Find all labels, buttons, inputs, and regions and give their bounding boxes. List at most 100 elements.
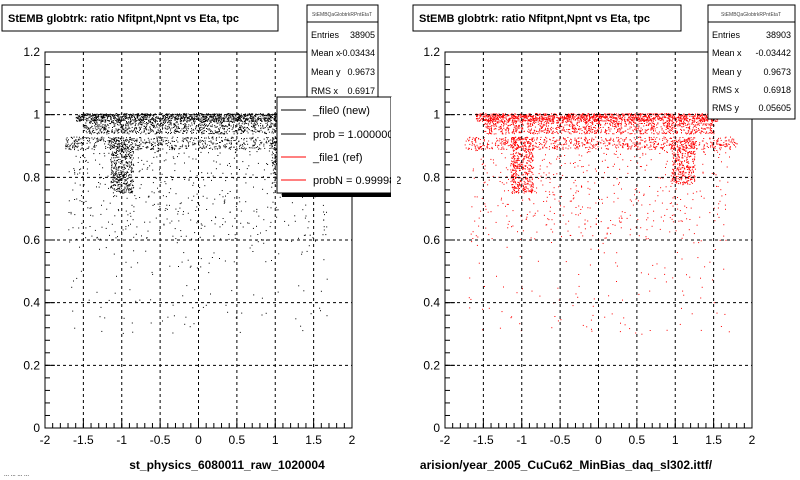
data-point [110, 140, 112, 142]
data-point [291, 202, 293, 204]
data-point [164, 120, 166, 121]
data-point [244, 144, 246, 145]
data-point [228, 123, 230, 125]
data-point [123, 119, 125, 121]
data-point [169, 116, 170, 118]
data-point [302, 330, 304, 332]
data-point [269, 148, 271, 149]
data-point [179, 128, 180, 129]
data-point [130, 171, 132, 173]
data-point [124, 187, 126, 189]
data-point [257, 146, 258, 148]
left-stats-value-1: -0.03434 [339, 48, 375, 58]
data-point [260, 113, 262, 115]
data-point [143, 116, 145, 118]
data-point [116, 119, 117, 121]
data-point [128, 121, 129, 123]
data-point [111, 171, 113, 173]
data-point [223, 128, 225, 130]
data-point [85, 160, 87, 162]
data-point [524, 117, 526, 119]
data-point [263, 118, 265, 120]
data-point [89, 113, 91, 115]
data-point [229, 191, 231, 192]
data-point [178, 118, 180, 120]
data-point [139, 129, 140, 131]
data-point [235, 116, 237, 118]
data-point [241, 123, 243, 125]
data-point [101, 330, 103, 332]
data-point [245, 201, 247, 203]
data-point [215, 117, 217, 119]
data-point [122, 160, 124, 162]
data-point [132, 171, 134, 173]
data-point [212, 113, 214, 115]
data-point [114, 138, 116, 140]
data-point [130, 192, 132, 193]
data-point [113, 122, 115, 124]
data-point [169, 222, 171, 224]
data-point [114, 184, 116, 186]
data-point [125, 144, 127, 146]
data-point [96, 114, 98, 116]
data-point [68, 200, 70, 202]
data-point [647, 118, 649, 120]
data-point [120, 178, 122, 180]
data-point [239, 128, 241, 130]
data-point [251, 122, 252, 124]
data-point [149, 126, 151, 128]
data-point [244, 130, 245, 132]
data-point [179, 146, 181, 148]
data-point [312, 237, 314, 239]
data-point [93, 149, 95, 151]
data-point [231, 136, 233, 138]
data-point [699, 117, 701, 119]
data-point [138, 120, 140, 121]
data-point [168, 127, 170, 129]
data-point [273, 141, 275, 143]
data-point [224, 144, 226, 146]
data-point [259, 116, 261, 118]
data-point [633, 118, 635, 120]
data-point [257, 234, 259, 235]
data-point [239, 148, 241, 150]
data-point [125, 130, 127, 132]
data-point [186, 118, 188, 120]
data-point [700, 116, 702, 117]
data-point [105, 227, 107, 229]
data-point [272, 157, 273, 159]
data-point [131, 167, 133, 169]
data-point [165, 117, 167, 119]
data-point [184, 116, 186, 118]
data-point [162, 120, 164, 122]
data-point [155, 177, 157, 179]
data-point [133, 206, 135, 208]
data-point [115, 160, 117, 162]
data-point [305, 215, 307, 217]
data-point [668, 117, 670, 119]
data-point [80, 156, 81, 158]
data-point [176, 118, 178, 119]
data-point [130, 120, 132, 122]
data-point [201, 148, 203, 150]
data-point [89, 122, 91, 123]
data-point [113, 189, 115, 191]
data-point [105, 126, 107, 128]
data-point [273, 129, 275, 131]
data-point [110, 159, 112, 161]
data-point [251, 119, 253, 121]
data-point [125, 127, 127, 129]
data-point [228, 148, 230, 150]
data-point [171, 146, 173, 148]
data-point [199, 121, 201, 122]
data-point [117, 124, 118, 126]
data-point [115, 184, 116, 186]
data-point [273, 162, 275, 164]
data-point [219, 194, 221, 196]
data-point [117, 185, 119, 187]
data-point [126, 187, 128, 189]
data-point [480, 115, 482, 117]
data-point [98, 124, 100, 126]
data-point [702, 119, 704, 121]
data-point [233, 115, 235, 117]
